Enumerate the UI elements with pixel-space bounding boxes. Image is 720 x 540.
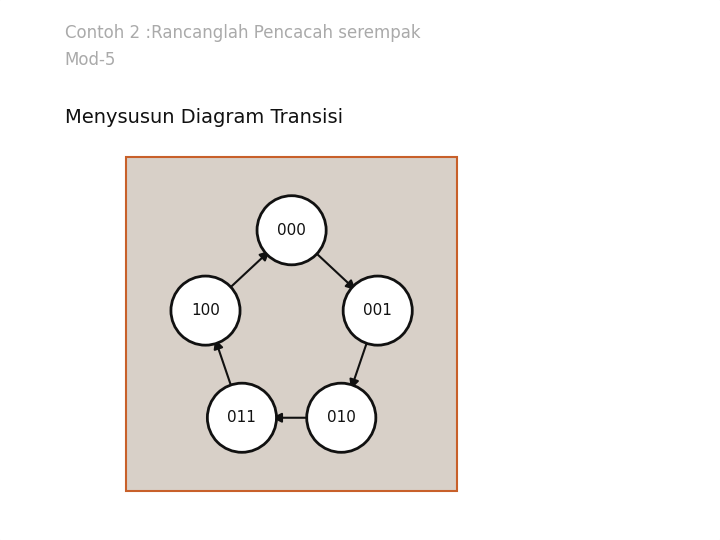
Text: 000: 000 [277, 223, 306, 238]
Text: Menysusun Diagram Transisi: Menysusun Diagram Transisi [65, 108, 343, 127]
Text: Mod-5: Mod-5 [65, 51, 116, 69]
Ellipse shape [171, 276, 240, 345]
Ellipse shape [207, 383, 276, 453]
Text: 100: 100 [191, 303, 220, 318]
Text: 010: 010 [327, 410, 356, 425]
Text: Contoh 2 :Rancanglah Pencacah serempak: Contoh 2 :Rancanglah Pencacah serempak [65, 24, 420, 42]
Text: 001: 001 [364, 303, 392, 318]
Text: 011: 011 [228, 410, 256, 425]
Ellipse shape [257, 195, 326, 265]
Ellipse shape [343, 276, 413, 345]
Bar [126, 157, 457, 491]
Ellipse shape [307, 383, 376, 453]
